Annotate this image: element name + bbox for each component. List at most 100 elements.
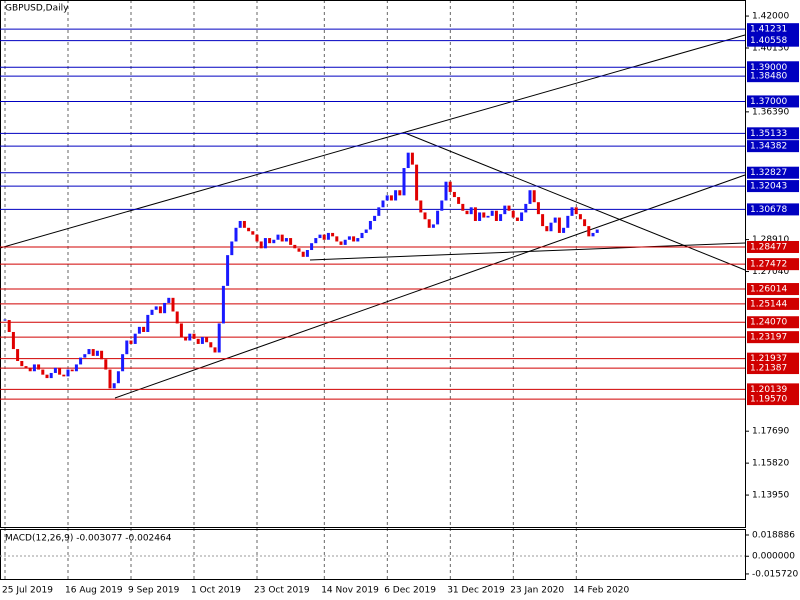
level-label: 1.32043 bbox=[750, 182, 787, 192]
level-label: 1.28477 bbox=[750, 242, 787, 252]
candle bbox=[95, 350, 99, 356]
candle bbox=[24, 366, 28, 368]
candle bbox=[562, 227, 566, 233]
candle bbox=[163, 302, 167, 314]
candle bbox=[335, 236, 339, 242]
candle bbox=[347, 236, 351, 240]
x-tick-label: 14 Feb 2020 bbox=[573, 586, 629, 596]
candle bbox=[566, 215, 570, 228]
candle bbox=[297, 248, 301, 252]
candle bbox=[545, 226, 549, 232]
candle bbox=[104, 359, 108, 370]
candle bbox=[91, 349, 95, 356]
candle bbox=[583, 219, 587, 227]
candle bbox=[360, 232, 364, 239]
candle bbox=[490, 210, 494, 216]
candle bbox=[49, 372, 53, 379]
candle bbox=[423, 212, 427, 220]
candle bbox=[478, 212, 482, 221]
candle bbox=[415, 164, 419, 201]
candle bbox=[314, 238, 318, 244]
candle bbox=[381, 200, 385, 208]
chart-title: GBPUSD,Daily bbox=[5, 4, 69, 14]
candle bbox=[213, 347, 217, 353]
candle bbox=[230, 241, 234, 256]
candle bbox=[398, 190, 402, 196]
candle bbox=[595, 229, 599, 233]
candle bbox=[133, 333, 137, 344]
candle bbox=[53, 367, 57, 373]
macd-y-tick-label: -0.015720 bbox=[752, 569, 798, 579]
candle bbox=[276, 234, 280, 240]
level-label-box bbox=[747, 383, 799, 396]
candle bbox=[37, 364, 41, 370]
level-label: 1.40558 bbox=[750, 36, 787, 46]
candle bbox=[7, 320, 11, 332]
candle bbox=[255, 234, 259, 242]
y-tick-label: 1.17690 bbox=[752, 427, 789, 437]
level-label: 1.21937 bbox=[750, 354, 787, 364]
level-label-box bbox=[747, 180, 799, 193]
y-tick-label: 1.28910 bbox=[752, 235, 789, 245]
candle bbox=[125, 340, 129, 355]
level-label-box bbox=[747, 70, 799, 83]
x-tick-label: 6 Dec 2019 bbox=[384, 586, 436, 596]
candle bbox=[70, 369, 74, 372]
macd-title: MACD(12,26,9) -0.003077 -0.002464 bbox=[5, 534, 172, 544]
candle bbox=[121, 354, 125, 372]
candle bbox=[356, 238, 360, 242]
candle bbox=[112, 383, 116, 389]
candle bbox=[591, 232, 595, 237]
level-label-box bbox=[747, 283, 799, 296]
x-tick-label: 23 Oct 2019 bbox=[254, 586, 310, 596]
level-label-box bbox=[747, 258, 799, 271]
candle bbox=[574, 207, 578, 215]
candle bbox=[448, 181, 452, 192]
candle bbox=[171, 297, 175, 312]
candle bbox=[58, 367, 62, 375]
candle bbox=[209, 342, 213, 348]
candle bbox=[541, 214, 545, 227]
candle bbox=[192, 333, 196, 339]
candle bbox=[469, 207, 473, 215]
candle bbox=[465, 210, 469, 215]
candle bbox=[331, 232, 335, 237]
level-label-box bbox=[747, 240, 799, 253]
candle bbox=[352, 236, 356, 242]
macd-y-tick-label: 0.018886 bbox=[752, 530, 795, 540]
candle bbox=[217, 323, 221, 353]
candle bbox=[427, 219, 431, 228]
y-tick-label: 1.15820 bbox=[752, 459, 789, 469]
candle bbox=[326, 232, 330, 240]
candle bbox=[28, 367, 32, 372]
x-tick-label: 31 Dec 2019 bbox=[447, 586, 505, 596]
candle bbox=[536, 202, 540, 215]
level-label: 1.34382 bbox=[750, 142, 787, 152]
candle bbox=[158, 306, 162, 314]
candle bbox=[272, 239, 276, 244]
y-tick-label: 1.42000 bbox=[752, 12, 789, 22]
candle bbox=[116, 371, 120, 384]
candle bbox=[87, 349, 91, 355]
candle bbox=[150, 309, 154, 315]
candle bbox=[578, 214, 582, 220]
x-tick-label: 25 Jul 2019 bbox=[2, 586, 53, 596]
candle bbox=[83, 354, 87, 358]
candle bbox=[461, 203, 465, 211]
level-label: 1.39000 bbox=[750, 63, 787, 73]
level-label: 1.19570 bbox=[750, 395, 787, 405]
x-tick-label: 23 Jan 2020 bbox=[510, 586, 564, 596]
candle bbox=[339, 241, 343, 245]
candle bbox=[205, 337, 209, 343]
level-label-box bbox=[747, 362, 799, 375]
level-label: 1.35133 bbox=[750, 129, 787, 139]
candle bbox=[234, 227, 238, 242]
candle bbox=[494, 210, 498, 221]
candle bbox=[196, 338, 200, 344]
candle bbox=[16, 349, 20, 362]
candle bbox=[66, 369, 70, 377]
candle bbox=[142, 326, 146, 332]
y-tick-label: 1.13950 bbox=[752, 491, 789, 501]
y-tick-label: 1.27040 bbox=[752, 267, 789, 277]
